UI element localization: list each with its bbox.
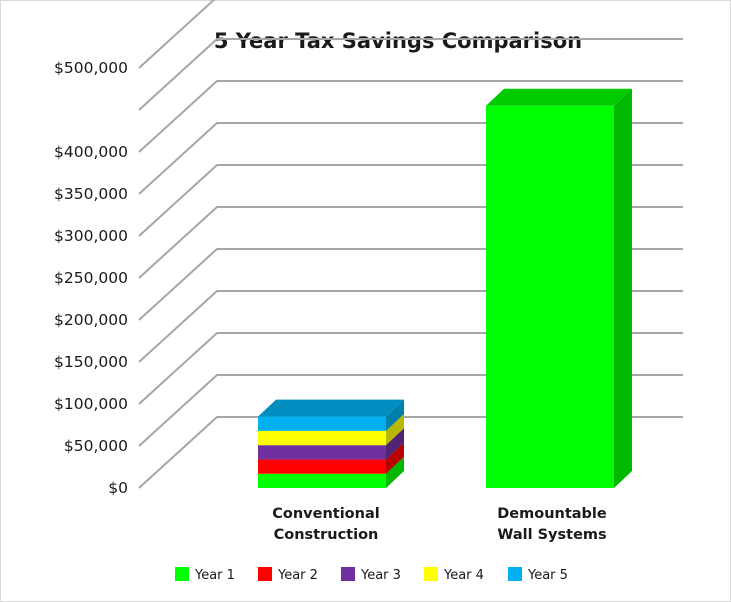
legend-item: Year 3 <box>341 567 401 583</box>
bar-stack-2 <box>486 88 632 489</box>
y-tick-label: $300,000 <box>54 227 128 245</box>
category-label-line2: Wall Systems <box>497 527 606 543</box>
bar-segment <box>486 105 614 489</box>
y-tick-label: $100,000 <box>54 395 128 413</box>
legend: Year 1 Year 2 Year 3 Year 4 Year 5 <box>175 567 568 583</box>
bar-segment-side <box>386 413 404 446</box>
bar-segment <box>258 416 386 431</box>
legend-label: Year 2 <box>277 568 318 583</box>
legend-swatch <box>424 567 438 581</box>
bar-segment-side <box>386 428 404 460</box>
category-label-line2: Construction <box>274 527 379 543</box>
chart-title: 5 Year Tax Savings Comparison <box>214 29 582 53</box>
legend-label: Year 4 <box>443 568 484 583</box>
legend-swatch <box>258 567 272 581</box>
y-tick-label: $0 <box>108 479 128 497</box>
y-tick-label: $350,000 <box>54 185 128 203</box>
legend-label: Year 1 <box>194 568 235 583</box>
bar-segment <box>258 473 386 488</box>
legend-item: Year 4 <box>424 567 484 583</box>
bar-segment-side <box>386 399 404 431</box>
y-tick-label: $150,000 <box>54 353 128 371</box>
legend-item: Year 1 <box>175 567 235 583</box>
y-axis-tick-labels: $0 $50,000 $100,000 $150,000 $200,000 $250,00… <box>54 59 128 497</box>
legend-swatch <box>175 567 189 581</box>
bar-top <box>486 88 632 106</box>
bar-segment <box>258 445 386 460</box>
gridline <box>138 80 683 153</box>
bar-segment-side <box>614 88 632 489</box>
bar-stack-1 <box>258 399 404 488</box>
y-tick-label: $200,000 <box>54 311 128 329</box>
legend-swatch <box>508 567 522 581</box>
bar-segment <box>258 430 386 446</box>
y-tick-label: $400,000 <box>54 143 128 161</box>
gridline <box>138 38 683 111</box>
category-label-line1: Conventional <box>272 506 379 522</box>
bar-segment-side <box>386 456 404 488</box>
bar-segment <box>258 459 386 474</box>
bar-segment-side <box>386 442 404 474</box>
category-label-line1: Demountable <box>497 506 607 522</box>
bar-top <box>258 399 404 417</box>
legend-label: Year 5 <box>527 568 568 583</box>
legend-swatch <box>341 567 355 581</box>
legend-item: Year 5 <box>508 567 568 583</box>
legend-item: Year 2 <box>258 567 318 583</box>
bars <box>258 88 632 489</box>
y-tick-label: $50,000 <box>64 437 128 455</box>
gridline <box>138 0 216 69</box>
y-tick-label: $500,000 <box>54 59 128 77</box>
y-tick-label: $250,000 <box>54 269 128 287</box>
legend-label: Year 3 <box>360 568 401 583</box>
x-axis-category-labels: Conventional Construction Demountable Wall … <box>272 506 607 543</box>
